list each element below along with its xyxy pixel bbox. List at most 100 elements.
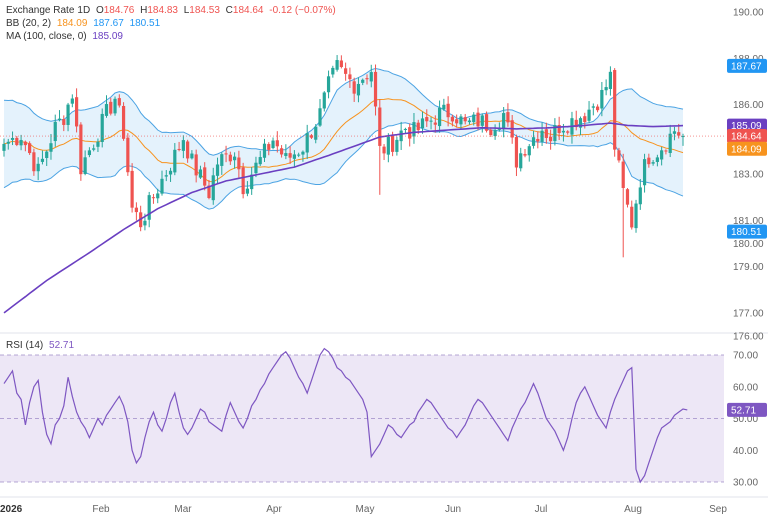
bb-upper-value: 187.67	[93, 18, 124, 29]
candle	[40, 150, 45, 165]
price-tick-label: 177.00	[733, 308, 764, 319]
candles	[2, 55, 685, 258]
candle-body	[160, 178, 164, 194]
rsi-tick-label: 30.00	[733, 478, 758, 489]
candle	[557, 116, 561, 141]
candle	[198, 165, 203, 179]
candle	[493, 124, 497, 140]
candle-body	[365, 78, 369, 80]
candle-body	[356, 83, 361, 96]
candle	[412, 112, 416, 144]
candle-body	[237, 157, 241, 170]
candle	[15, 135, 19, 147]
candle	[271, 137, 275, 150]
candle-body	[463, 117, 467, 122]
candle-body	[92, 148, 96, 150]
candle-body	[591, 106, 595, 108]
candle-body	[664, 150, 668, 152]
bb-label: BB (20, 2)	[6, 18, 52, 29]
time-tick-label: Sep	[709, 504, 727, 515]
candle-body	[613, 70, 617, 150]
candle-body	[352, 81, 356, 94]
candle	[630, 200, 634, 230]
candle	[10, 131, 15, 146]
upper-band-tag-bg	[727, 58, 767, 73]
candle-body	[87, 150, 92, 156]
candle	[28, 141, 32, 155]
candle	[32, 148, 36, 176]
candle-body	[386, 136, 390, 155]
candle	[211, 167, 215, 205]
candle-body	[228, 154, 232, 162]
time-tick-label: Feb	[92, 504, 110, 515]
time-tick-label: Apr	[266, 504, 282, 515]
moving-average	[3, 122, 684, 314]
candle	[506, 103, 510, 127]
rsi-series-line	[3, 347, 688, 484]
candle	[233, 152, 237, 169]
candle-body	[279, 148, 284, 155]
candle-body	[361, 79, 365, 83]
candle	[613, 68, 617, 157]
candle-body	[305, 133, 309, 153]
candle	[335, 55, 339, 72]
candle-body	[262, 143, 267, 158]
candle-body	[642, 159, 647, 186]
candle-body	[335, 60, 339, 70]
candle-body	[203, 167, 207, 186]
candle-body	[6, 141, 10, 144]
candle-body	[437, 107, 442, 127]
candle	[87, 147, 92, 158]
candle	[164, 170, 168, 182]
ma-value: 185.09	[92, 31, 123, 42]
candle	[668, 124, 672, 158]
basis-tag-label: 184.09	[731, 144, 762, 155]
candle-body	[634, 203, 638, 229]
price-tick-label: 181.00	[733, 216, 764, 227]
candle	[651, 160, 655, 166]
price-tick-label: 179.00	[733, 262, 764, 273]
candle	[655, 154, 659, 167]
candle	[527, 144, 531, 162]
candle	[126, 133, 130, 176]
ma-label: MA (100, close, 0)	[6, 31, 87, 42]
upper-band-tag-label: 187.67	[731, 61, 762, 72]
candle-body	[480, 115, 484, 126]
time-tick-label: Aug	[624, 504, 642, 515]
candle-body	[672, 131, 677, 134]
candle-body	[523, 154, 527, 156]
ma-legend: MA (100, close, 0) 185.09	[6, 30, 126, 43]
candle	[322, 91, 326, 112]
candle	[57, 110, 62, 122]
candle-body	[53, 121, 57, 142]
price-tick-label: 176.00	[733, 332, 764, 343]
candle-body	[186, 141, 190, 159]
candle	[203, 162, 207, 191]
candle	[604, 79, 608, 96]
candle	[194, 149, 198, 183]
candle	[241, 162, 245, 199]
candle-body	[574, 119, 578, 128]
candle	[352, 77, 356, 102]
candle	[254, 156, 258, 178]
candle-body	[651, 162, 655, 164]
candle	[279, 145, 284, 158]
candle-body	[450, 116, 454, 122]
candle	[339, 55, 343, 69]
close-price-tag-label: 184.64	[731, 132, 762, 143]
candle-body	[322, 92, 326, 109]
candle-body	[250, 174, 254, 190]
candle-body	[147, 195, 151, 220]
candle	[437, 100, 442, 133]
candle-body	[378, 107, 382, 146]
candle	[288, 146, 292, 164]
candle-body	[275, 140, 279, 147]
candle-body	[489, 129, 493, 136]
time-tick-label: May	[356, 504, 375, 515]
candle-body	[121, 105, 126, 139]
candle	[459, 114, 463, 129]
candle	[314, 124, 318, 144]
candle	[45, 150, 49, 166]
candle	[467, 118, 472, 125]
